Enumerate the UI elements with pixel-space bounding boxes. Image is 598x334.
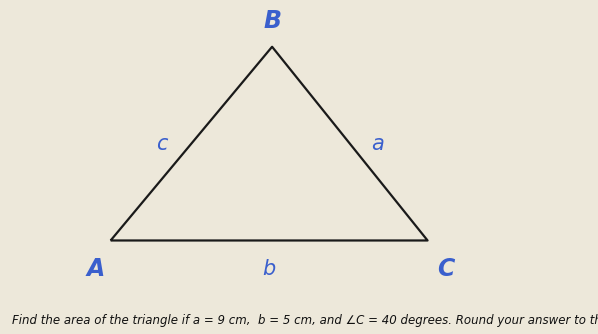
Text: c: c <box>156 134 167 154</box>
Text: C: C <box>437 257 454 281</box>
Text: b: b <box>263 259 276 279</box>
Text: B: B <box>263 9 281 33</box>
Text: Find the area of the triangle if a = 9 cm,  b = 5 cm, and ∠C = 40 degrees. Round: Find the area of the triangle if a = 9 c… <box>12 314 598 327</box>
Text: A: A <box>87 257 105 281</box>
Text: a: a <box>371 134 383 154</box>
